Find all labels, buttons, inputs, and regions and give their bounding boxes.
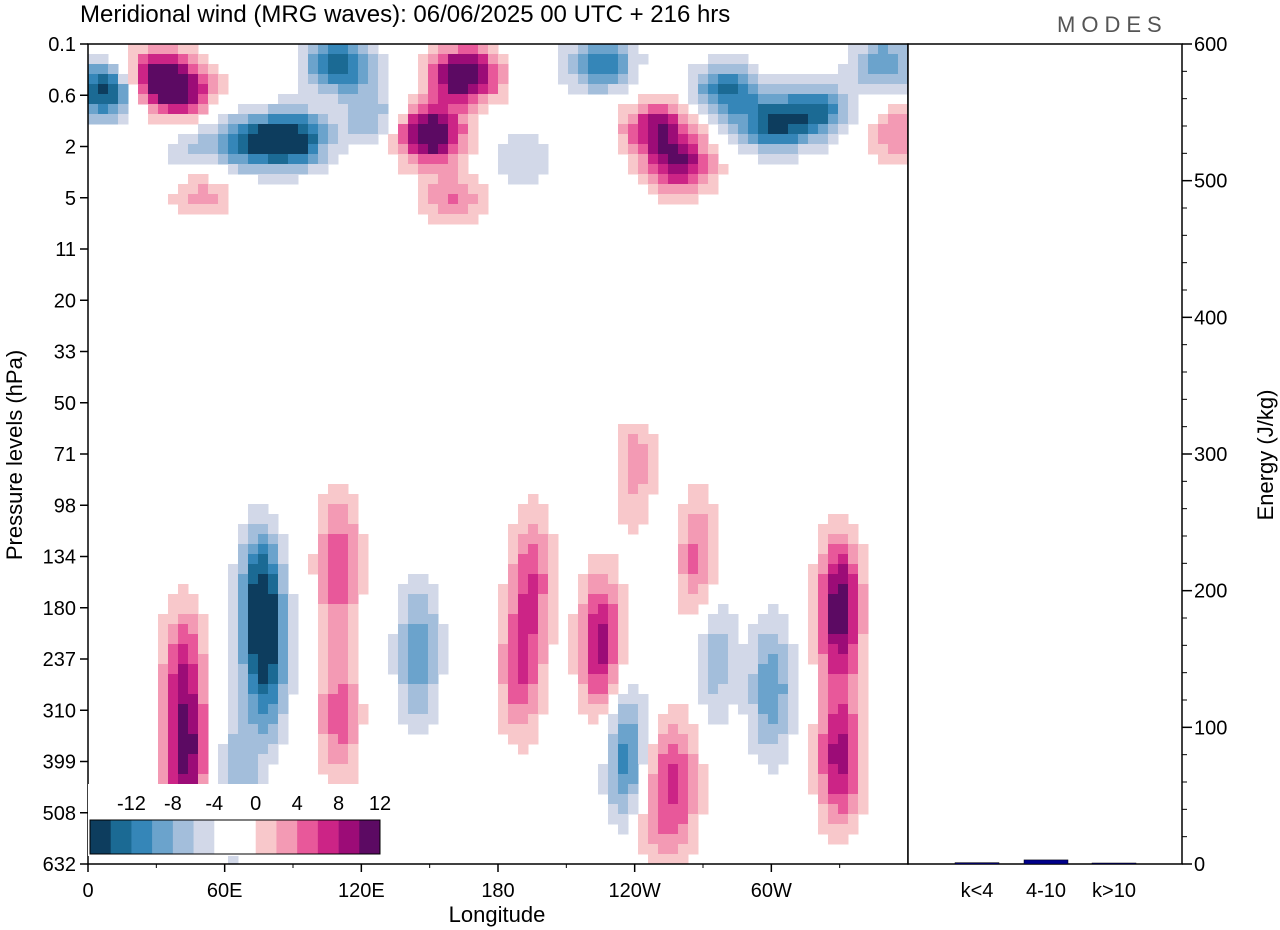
y-tick-label: 11 <box>55 239 76 261</box>
y-tick-label: 632 <box>43 854 76 876</box>
y-tick-label: 33 <box>54 342 76 364</box>
energy-category-label: k>10 <box>1092 880 1136 902</box>
colorbar-swatch <box>255 820 277 854</box>
energy-tick-label: 100 <box>1194 717 1227 739</box>
colorbar-label: 4 <box>292 793 303 815</box>
y-tick-label: 310 <box>43 700 76 722</box>
y-axis-label: Pressure levels (hPa) <box>2 350 27 560</box>
x-tick-label: 0 <box>82 880 93 902</box>
colorbar-swatch <box>110 820 132 854</box>
colorbar-label: 8 <box>333 793 344 815</box>
wind-field-heatmap <box>88 44 908 864</box>
colorbar-swatch <box>235 820 257 854</box>
colorbar-swatch <box>276 820 298 854</box>
energy-panel-frame <box>907 43 1183 865</box>
y-tick-label: 399 <box>43 752 76 774</box>
colorbar-frame <box>89 819 381 855</box>
y-axis: 0.1 0.6 2 5 11 20 33 50 71 98 134 180 237 310 399 508 63… <box>43 34 88 876</box>
energy-bar <box>954 862 1000 865</box>
x-axis-label: Longitude <box>449 902 546 927</box>
y-tick-label: 98 <box>54 495 76 517</box>
energy-tick-label: 400 <box>1194 307 1227 329</box>
colorbar-label: -8 <box>164 793 182 815</box>
colorbar-label: -12 <box>117 793 146 815</box>
y-tick-label: 180 <box>43 598 76 620</box>
energy-tick-label: 300 <box>1194 444 1227 466</box>
colorbar-label: -4 <box>205 793 223 815</box>
y-tick-label: 20 <box>54 290 76 312</box>
y-tick-label: 50 <box>54 393 76 415</box>
energy-tick-label: 500 <box>1194 171 1227 193</box>
colorbar-swatch <box>297 820 319 854</box>
colorbar-swatch <box>90 820 112 854</box>
energy-category-label: k<4 <box>961 880 994 902</box>
x-tick-label: 60E <box>207 880 243 902</box>
energy-tick-label: 600 <box>1194 34 1227 56</box>
energy-axis-label: Energy (J/kg) <box>1253 390 1278 521</box>
y-tick-label: 134 <box>43 547 76 569</box>
x-tick-label: 180 <box>481 880 514 902</box>
colorbar-swatch <box>317 820 339 854</box>
energy-tick-label: 0 <box>1194 854 1205 876</box>
brand-logo: MODES <box>1057 12 1168 37</box>
x-tick-label: 60W <box>751 880 792 902</box>
colorbar-swatch <box>172 820 194 854</box>
energy-axis: 0 100 200 300 400 500 600 <box>1182 34 1227 876</box>
energy-category-label: 4-10 <box>1026 880 1066 902</box>
colorbar-label: 12 <box>369 793 391 815</box>
colorbar-swatch <box>152 820 174 854</box>
colorbar-swatch <box>359 820 381 854</box>
energy-bar <box>1023 859 1069 865</box>
colorbar-swatch <box>214 820 236 854</box>
energy-bars: k<4 4-10 k>10 <box>954 859 1137 902</box>
y-tick-label: 0.6 <box>48 85 76 107</box>
y-tick-label: 237 <box>43 649 76 671</box>
y-tick-label: 5 <box>65 188 76 210</box>
energy-tick-label: 200 <box>1194 581 1227 603</box>
y-tick-label: 508 <box>43 803 76 825</box>
y-tick-label: 2 <box>65 137 76 159</box>
colorbar: -12 -8 -4 0 4 8 12 <box>88 784 391 856</box>
colorbar-swatch <box>131 820 153 854</box>
x-tick-label: 120W <box>609 880 661 902</box>
colorbar-swatch <box>338 820 360 854</box>
colorbar-label: 0 <box>250 793 261 815</box>
y-tick-label: 0.1 <box>48 34 76 56</box>
energy-bar <box>1091 862 1137 865</box>
chart-title: Meridional wind (MRG waves): 06/06/2025 … <box>80 1 730 28</box>
y-tick-label: 71 <box>54 444 76 466</box>
x-axis: 0 60E 120E 180 120W 60W <box>82 864 841 902</box>
x-tick-label: 120E <box>338 880 385 902</box>
colorbar-swatch <box>193 820 215 854</box>
